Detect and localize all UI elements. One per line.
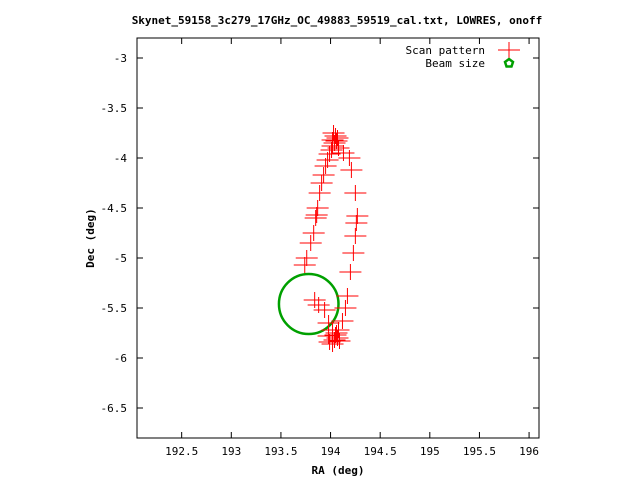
x-tick-label: 194 [321, 445, 341, 458]
x-tick-label: 196 [519, 445, 539, 458]
beam-size-series [277, 272, 340, 336]
scan-point [302, 225, 325, 241]
chart-title: Skynet_59158_3c279_17GHz_OC_49883_59519_… [132, 14, 543, 27]
axis-ticks: 192.5 193 193.5 194 194.5 195 195.5 196 -3 -3.5 -4… [101, 38, 539, 458]
scan-point [323, 332, 346, 348]
y-tick-label: -4.5 [101, 202, 128, 215]
scan-point [321, 336, 344, 352]
scan-pattern-series [293, 125, 369, 352]
legend-label-beam-size: Beam size [425, 57, 485, 70]
legend-marker-beam-size [503, 57, 515, 68]
y-tick-label: -3.5 [101, 102, 128, 115]
scan-point [344, 185, 367, 201]
scan-point [312, 167, 335, 183]
x-tick-label: 192.5 [165, 445, 198, 458]
scan-point [318, 334, 341, 350]
beam-size-circle [277, 272, 340, 336]
scan-point [331, 313, 354, 329]
scan-point [321, 132, 344, 148]
legend-label-scan-pattern: Scan pattern [406, 44, 485, 57]
x-tick-label: 193 [221, 445, 241, 458]
y-tick-label: -3 [114, 52, 127, 65]
scan-point [318, 146, 341, 162]
scan-point [346, 208, 369, 224]
x-tick-label: 195.5 [463, 445, 496, 458]
scan-point [327, 322, 350, 338]
scan-point [295, 250, 318, 266]
y-axis-label: Dec (deg) [84, 208, 97, 268]
x-axis-label: RA (deg) [312, 464, 365, 477]
x-tick-label: 195 [420, 445, 440, 458]
legend-marker-scan-pattern [498, 42, 520, 58]
scan-point [305, 207, 328, 223]
legend-plus-marker [498, 42, 520, 58]
scan-point [338, 150, 361, 166]
scan-point [310, 175, 333, 191]
scan-point [339, 264, 362, 280]
scan-point [344, 228, 367, 244]
y-tick-label: -5 [114, 252, 127, 265]
y-tick-label: -5.5 [101, 302, 128, 315]
y-tick-label: -6.5 [101, 402, 128, 415]
scan-point [314, 158, 337, 174]
scan-point [313, 302, 336, 318]
scan-point [293, 257, 316, 273]
plot-frame [136, 37, 540, 439]
scan-point [326, 130, 349, 146]
scan-point [303, 292, 326, 308]
scan-point [325, 325, 348, 341]
scan-point [340, 162, 363, 178]
y-tick-label: -4 [114, 152, 128, 165]
scan-point [332, 145, 355, 161]
scan-point [327, 140, 350, 156]
y-tick-label: -6 [114, 352, 127, 365]
scan-point [325, 133, 348, 149]
scan-point [342, 245, 365, 261]
scan-point [323, 135, 346, 151]
scan-point [316, 152, 339, 168]
scan-point [317, 328, 340, 344]
legend-pentagon-marker [503, 57, 515, 68]
legend: Scan pattern Beam size [406, 42, 520, 70]
scan-point [324, 128, 347, 144]
scan-point [299, 235, 322, 251]
scan-point [304, 210, 327, 226]
scan-point [307, 297, 330, 313]
x-tick-label: 193.5 [264, 445, 297, 458]
scan-point [320, 142, 343, 158]
x-tick-label: 194.5 [364, 445, 397, 458]
scan-point [306, 200, 329, 216]
scan-point [322, 125, 345, 141]
scan-point [345, 215, 368, 231]
scan-point [334, 300, 357, 316]
scan-point [336, 288, 359, 304]
scan-point [308, 185, 331, 201]
